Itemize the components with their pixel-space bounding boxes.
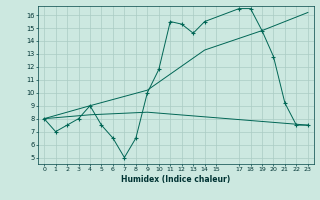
X-axis label: Humidex (Indice chaleur): Humidex (Indice chaleur)	[121, 175, 231, 184]
